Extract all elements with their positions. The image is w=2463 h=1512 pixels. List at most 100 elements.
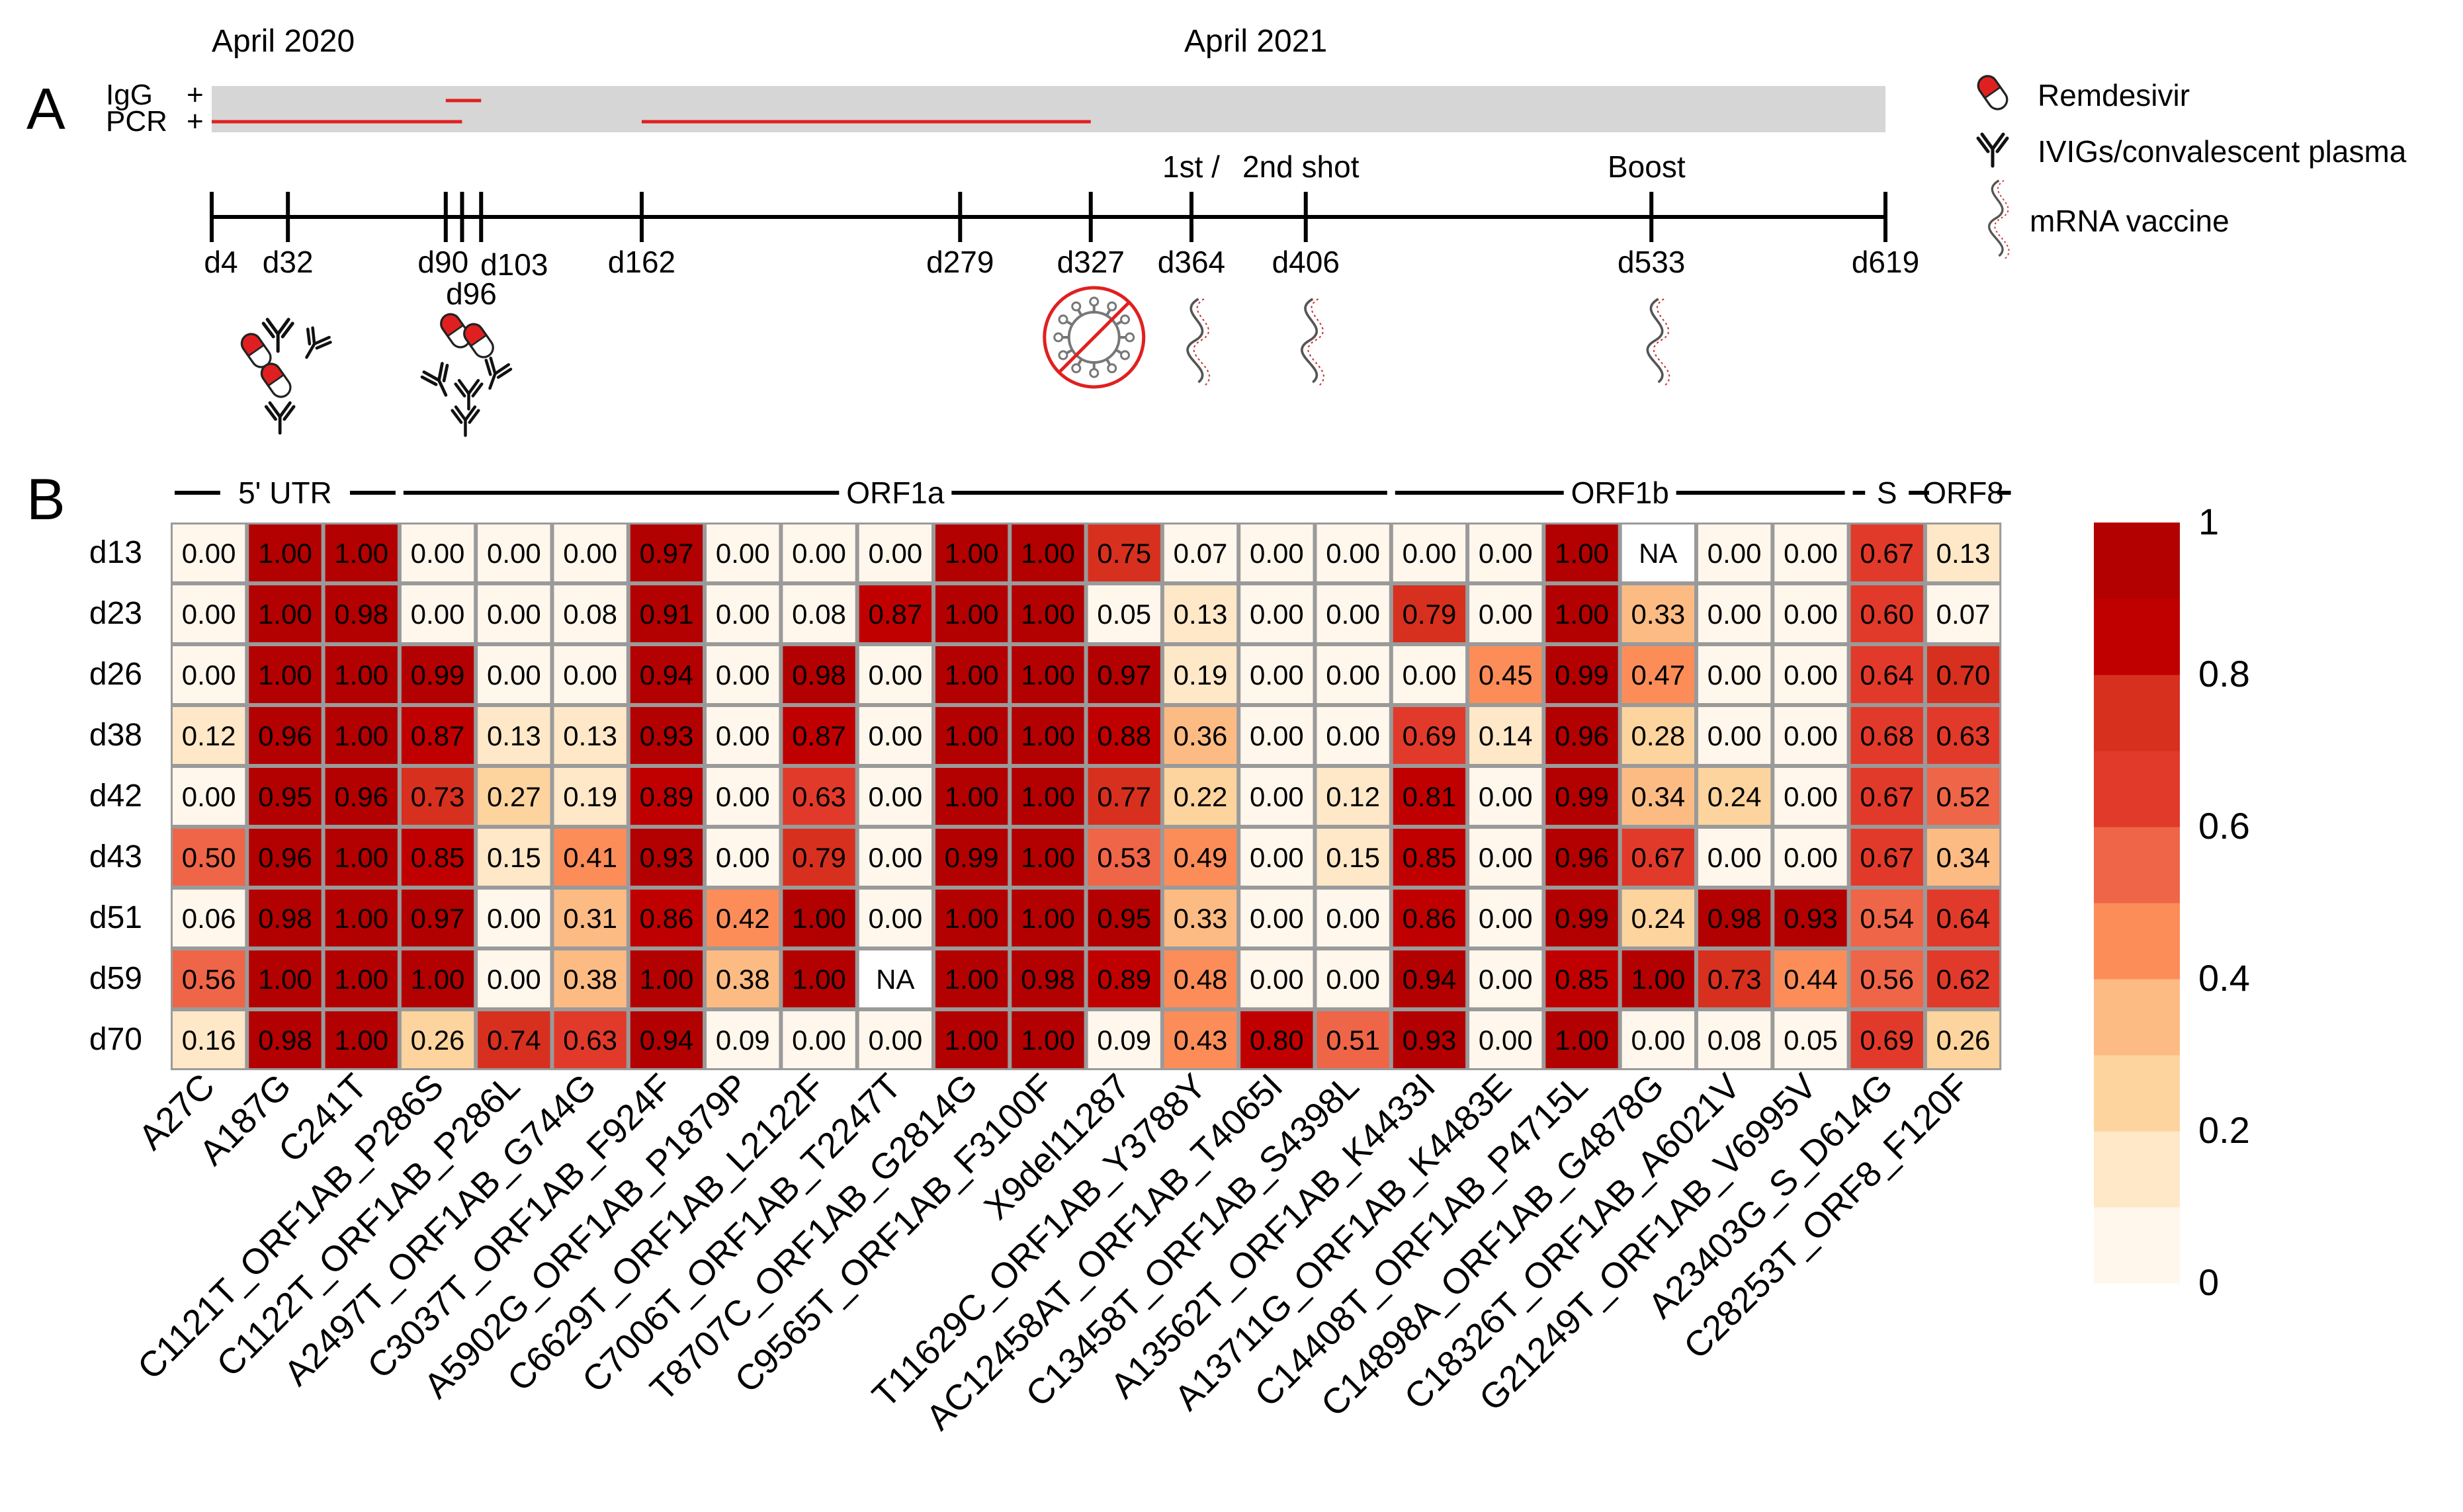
heatmap-cell-d51-1 xyxy=(249,890,322,946)
heatmap-cell-d38-21 xyxy=(1774,707,1847,764)
event-remdesivir+ivig-icon-1 xyxy=(420,313,513,437)
cell-value-d51-20: 0.98 xyxy=(1707,903,1762,934)
heatmap-cell-d26-11 xyxy=(1012,646,1084,703)
row-label-d43: d43 xyxy=(89,839,142,874)
cell-value-d42-1: 0.95 xyxy=(258,781,312,812)
cell-value-d38-10: 1.00 xyxy=(945,720,999,751)
heatmap-cell-d51-12 xyxy=(1088,890,1160,946)
cell-value-d70-1: 0.98 xyxy=(258,1025,312,1056)
heatmap-cell-d70-19 xyxy=(1621,1011,1694,1068)
cell-value-d23-5: 0.08 xyxy=(563,599,617,630)
heatmap-cell-d51-17 xyxy=(1469,890,1542,946)
heatmap-cell-d59-17 xyxy=(1469,950,1542,1007)
gene-region-label-2: ORF1b xyxy=(1571,476,1669,510)
heatmap-cell-d26-9 xyxy=(859,646,931,703)
cell-value-d59-2: 1.00 xyxy=(334,964,388,995)
status-track-background xyxy=(212,86,1885,132)
heatmap-cell-d70-22 xyxy=(1850,1011,1923,1068)
heatmap-cell-d42-9 xyxy=(859,768,931,825)
colorbar-tick-0.8: 0.8 xyxy=(2198,653,2250,694)
heatmap-cell-d59-23 xyxy=(1926,950,2000,1007)
cell-value-d42-16: 0.81 xyxy=(1403,781,1457,812)
heatmap-cell-d13-23 xyxy=(1926,525,2000,581)
heatmap-cell-d59-8 xyxy=(783,950,855,1007)
cell-value-d43-9: 0.00 xyxy=(868,842,922,873)
cell-value-d23-23: 0.07 xyxy=(1936,599,1991,630)
gene-region-4: ORF8 xyxy=(1915,476,2011,510)
heatmap-cell-d38-22 xyxy=(1850,707,1923,764)
heatmap-cell-d26-18 xyxy=(1545,646,1618,703)
cell-value-d43-5: 0.41 xyxy=(563,842,617,873)
heatmap-cell-d59-11 xyxy=(1012,950,1084,1007)
cell-value-d38-0: 0.12 xyxy=(182,720,236,751)
heatmap-cell-d13-16 xyxy=(1393,525,1466,581)
cell-value-d70-5: 0.63 xyxy=(563,1025,617,1056)
cell-value-d51-13: 0.33 xyxy=(1174,903,1228,934)
heatmap-cell-d59-9 xyxy=(859,950,931,1007)
cell-value-d70-7: 0.09 xyxy=(716,1025,770,1056)
cell-value-d51-17: 0.00 xyxy=(1479,903,1533,934)
cell-value-d38-7: 0.00 xyxy=(716,720,770,751)
heatmap-cell-d38-10 xyxy=(935,707,1008,764)
cell-value-d13-4: 0.00 xyxy=(487,538,541,569)
cell-value-d70-17: 0.00 xyxy=(1479,1025,1533,1056)
cell-value-d43-0: 0.50 xyxy=(182,842,236,873)
cell-value-d43-7: 0.00 xyxy=(716,842,770,873)
cell-value-d26-21: 0.00 xyxy=(1784,659,1838,691)
cell-value-d13-9: 0.00 xyxy=(868,538,922,569)
heatmap-cell-d70-8 xyxy=(783,1011,855,1068)
cell-value-d70-10: 1.00 xyxy=(945,1025,999,1056)
cell-value-d42-5: 0.19 xyxy=(563,781,617,812)
heatmap-cell-d42-4 xyxy=(478,768,550,825)
legend-remdesivir-label: Remdesivir xyxy=(2038,78,2190,112)
cell-value-d13-1: 1.00 xyxy=(258,538,312,569)
cell-value-d51-11: 1.00 xyxy=(1021,903,1075,934)
cell-value-d26-10: 1.00 xyxy=(945,659,999,691)
heatmap-cell-d70-6 xyxy=(630,1011,703,1068)
cell-value-d59-18: 0.85 xyxy=(1555,964,1609,995)
day-label-d96: d96 xyxy=(446,276,497,311)
cell-value-d13-13: 0.07 xyxy=(1174,538,1228,569)
heatmap-cell-d23-3 xyxy=(401,585,474,642)
colorbar-segment-6 xyxy=(2094,751,2180,827)
heatmap-cell-d23-14 xyxy=(1240,585,1313,642)
heatmap-cell-d26-8 xyxy=(783,646,855,703)
cell-value-d51-15: 0.00 xyxy=(1326,903,1380,934)
heatmap-cell-d51-3 xyxy=(401,890,474,946)
cell-value-d38-19: 0.28 xyxy=(1631,720,1685,751)
heatmap-cell-d38-12 xyxy=(1088,707,1160,764)
heatmap-cell-d13-1 xyxy=(249,525,322,581)
cell-value-d70-23: 0.26 xyxy=(1936,1025,1991,1056)
heatmap-cell-d43-1 xyxy=(249,829,322,886)
heatmap-cell-d23-8 xyxy=(783,585,855,642)
cell-value-d43-4: 0.15 xyxy=(487,842,541,873)
cell-value-d59-19: 1.00 xyxy=(1631,964,1685,995)
panel-a-legend: Remdesivir IVIGs/convalescent plasma mRN… xyxy=(1976,75,2407,259)
cell-value-d59-17: 0.00 xyxy=(1479,964,1533,995)
cell-value-d23-8: 0.08 xyxy=(792,599,846,630)
heatmap-cell-d38-19 xyxy=(1621,707,1694,764)
cell-value-d13-22: 0.67 xyxy=(1860,538,1914,569)
cell-value-d70-3: 0.26 xyxy=(411,1025,465,1056)
cell-value-d26-13: 0.19 xyxy=(1174,659,1228,691)
cell-value-d23-13: 0.13 xyxy=(1174,599,1228,630)
cell-value-d51-1: 0.98 xyxy=(258,903,312,934)
cell-value-d42-22: 0.67 xyxy=(1860,781,1914,812)
heatmap-cell-d59-5 xyxy=(554,950,627,1007)
cell-value-d43-23: 0.34 xyxy=(1936,842,1991,873)
cell-value-d43-6: 0.93 xyxy=(640,842,694,873)
heatmap-cell-d70-9 xyxy=(859,1011,931,1068)
heatmap-cell-d13-5 xyxy=(554,525,627,581)
heatmap-cell-d42-1 xyxy=(249,768,322,825)
heatmap-cell-d23-0 xyxy=(173,585,245,642)
row-label-d70: d70 xyxy=(89,1022,142,1057)
cell-value-d59-10: 1.00 xyxy=(945,964,999,995)
mrna-icon xyxy=(1988,179,2010,259)
cell-value-d42-8: 0.63 xyxy=(792,781,846,812)
gene-region-2: ORF1b xyxy=(1395,476,1845,510)
cell-value-d26-20: 0.00 xyxy=(1707,659,1762,691)
heatmap-cell-d51-4 xyxy=(478,890,550,946)
row-label-d13: d13 xyxy=(89,535,142,570)
cell-value-d42-13: 0.22 xyxy=(1174,781,1228,812)
cell-value-d51-19: 0.24 xyxy=(1631,903,1685,934)
